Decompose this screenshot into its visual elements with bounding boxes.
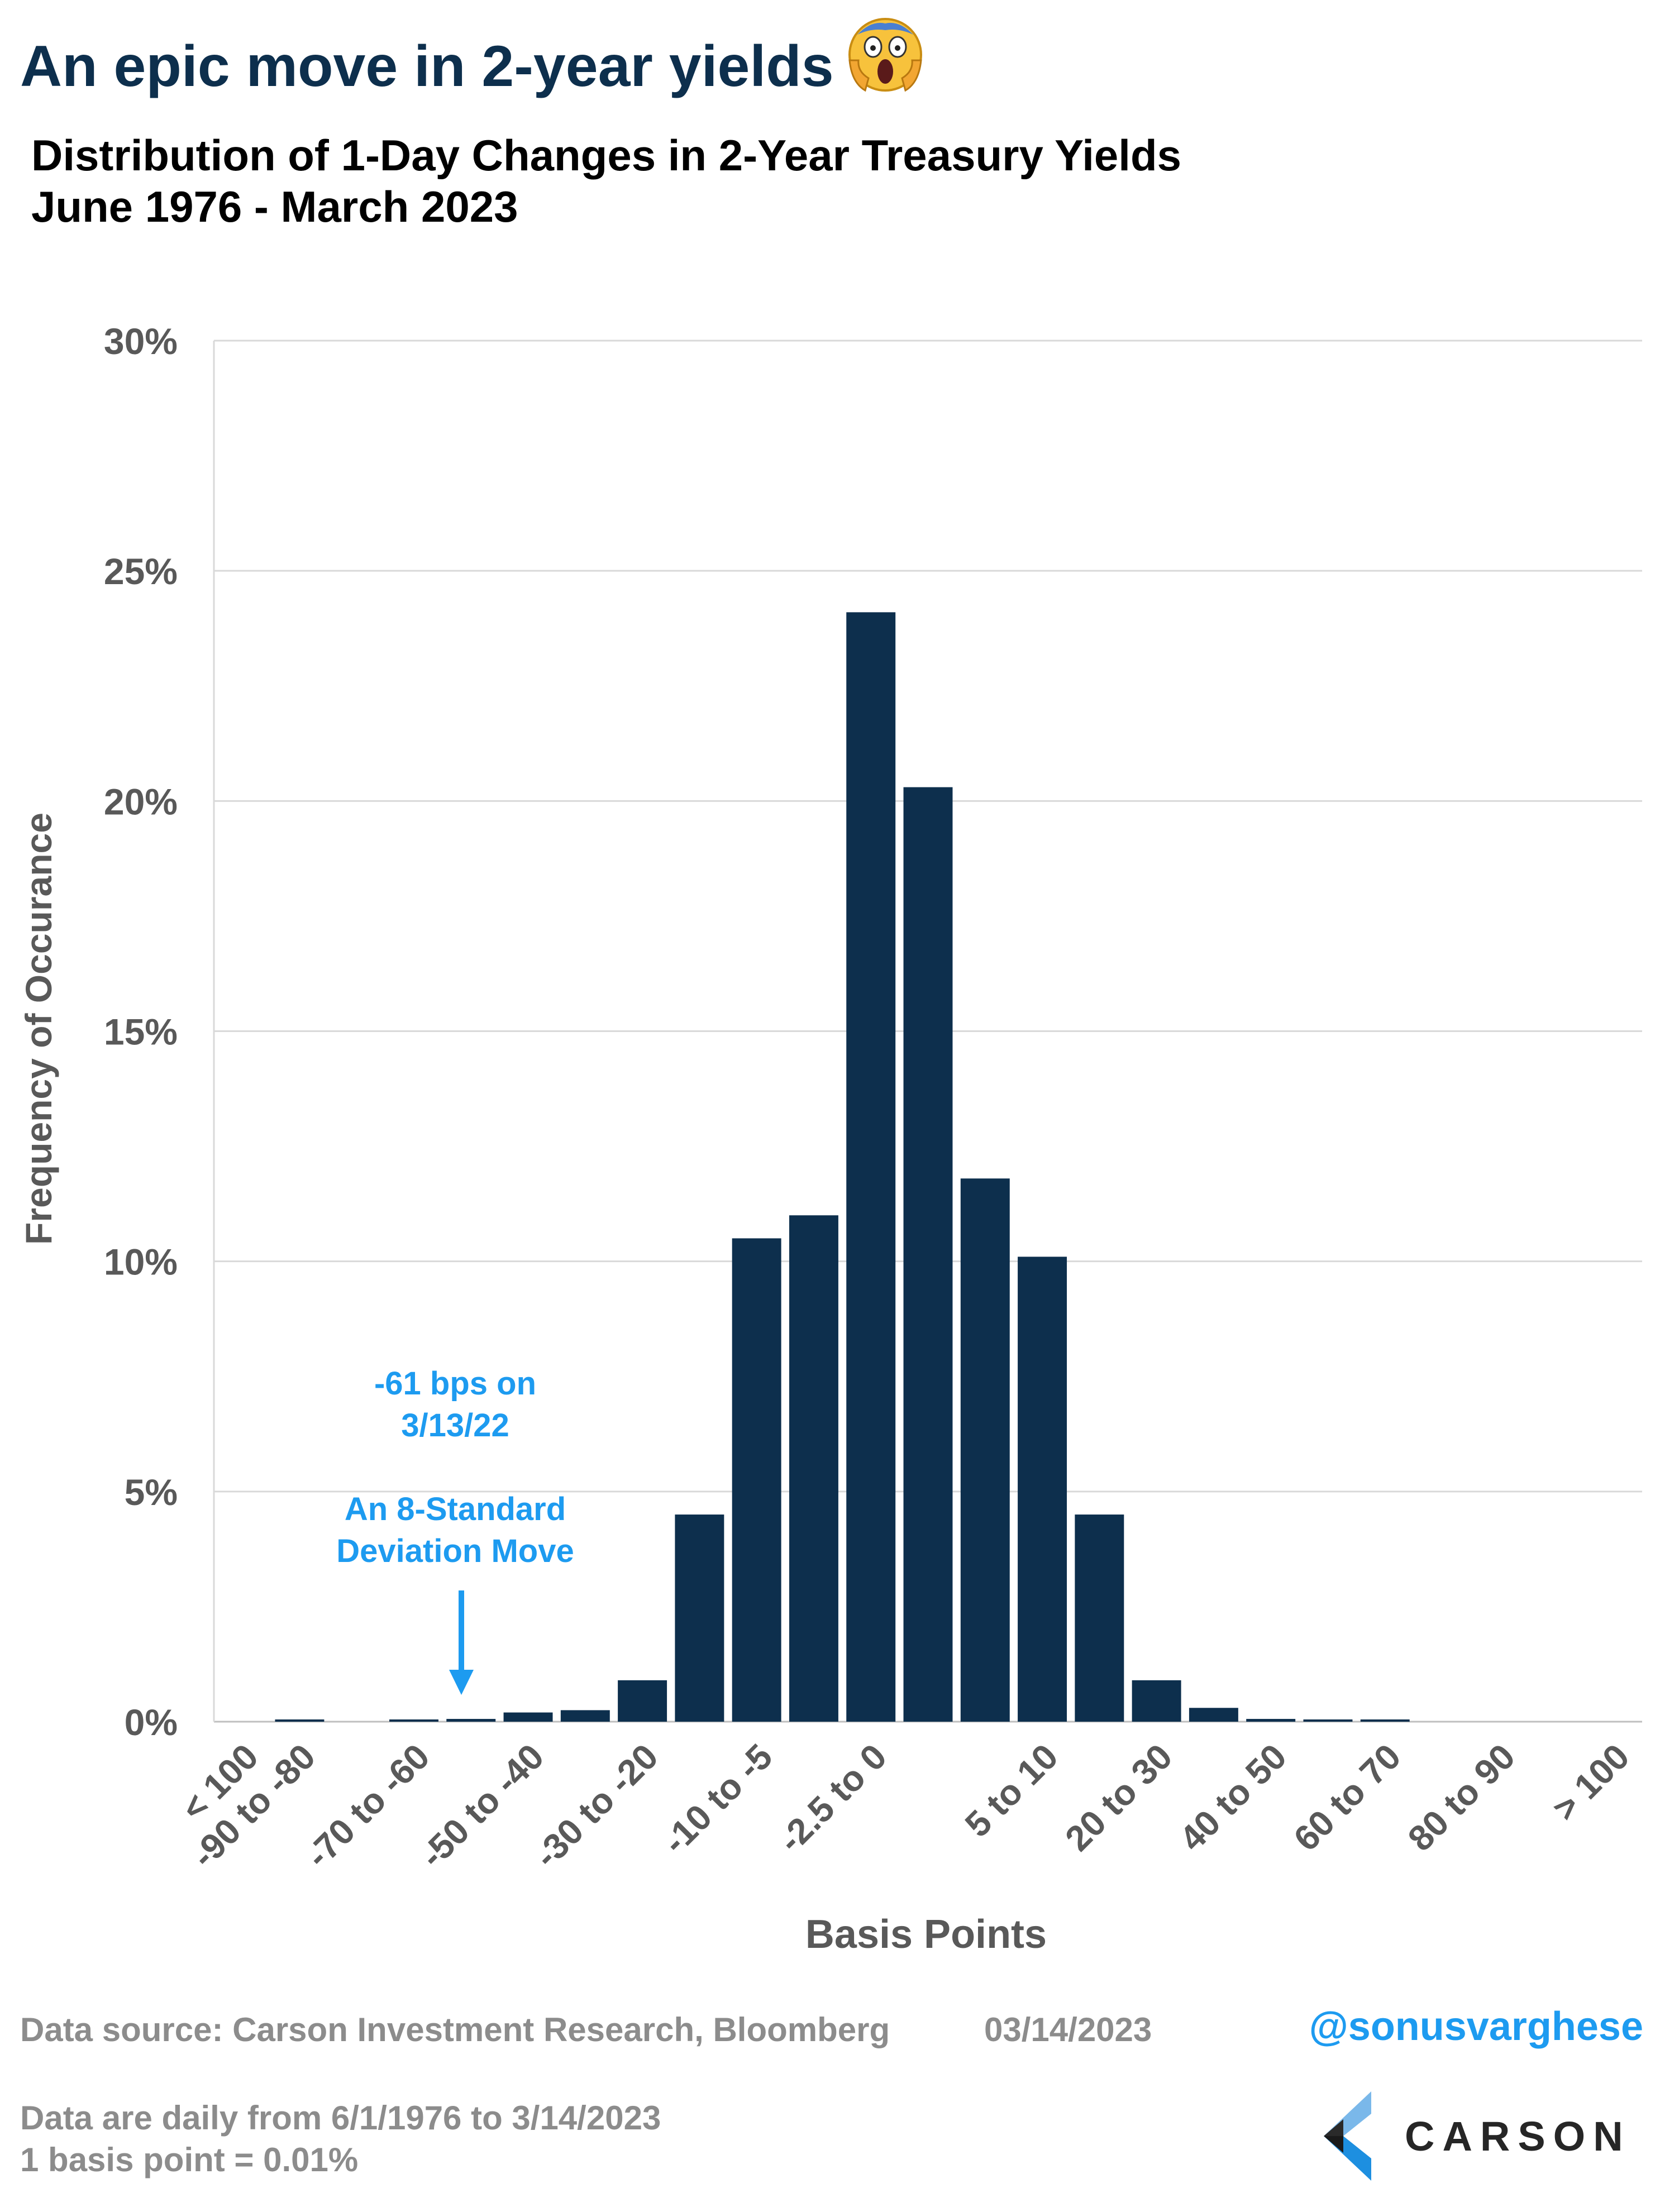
y-axis-ticks: 0% 5% 10% 15% 20% 25% 30% xyxy=(104,321,178,1743)
y-tick-label: 30% xyxy=(104,321,178,362)
x-axis-ticks: < 100-90 to -80-70 to -60-50 to -40-30 t… xyxy=(174,1736,1637,1876)
bar xyxy=(1018,1257,1067,1722)
bar xyxy=(1246,1719,1296,1722)
bar xyxy=(846,612,896,1722)
data-date: 03/14/2023 xyxy=(984,2011,1152,2048)
carson-logo-text: CARSON xyxy=(1405,2113,1631,2160)
x-tick-label: 20 to 30 xyxy=(1057,1736,1180,1859)
annotation-line2: 3/13/22 xyxy=(401,1407,509,1444)
bar xyxy=(1132,1680,1181,1722)
annotation-line3: An 8-Standard xyxy=(345,1491,566,1527)
y-axis-label: Frequency of Occurance xyxy=(18,813,59,1245)
y-tick-label: 15% xyxy=(104,1011,178,1053)
x-tick-label: 80 to 90 xyxy=(1400,1736,1523,1859)
annotation: -61 bps on 3/13/22 An 8-Standard Deviati… xyxy=(336,1365,574,1695)
carson-logo-icon xyxy=(1324,2091,1371,2181)
bar xyxy=(1303,1719,1353,1722)
x-tick-label: > 100 xyxy=(1544,1736,1637,1828)
headline-text: An epic move in 2-year yields xyxy=(20,34,834,99)
y-tick-label: 0% xyxy=(125,1702,178,1743)
x-tick-label: -70 to -60 xyxy=(298,1736,437,1876)
bar xyxy=(1189,1708,1238,1722)
y-tick-label: 20% xyxy=(104,781,178,822)
bars xyxy=(275,612,1410,1722)
bar xyxy=(560,1710,610,1722)
x-tick-label: -30 to -20 xyxy=(526,1736,666,1876)
x-tick-label: -2.5 to 0 xyxy=(770,1736,894,1860)
x-tick-label: -10 to -5 xyxy=(655,1736,780,1861)
annotation-line1: -61 bps on xyxy=(374,1365,536,1402)
bar xyxy=(446,1719,496,1722)
x-tick-label: 5 to 10 xyxy=(957,1736,1066,1845)
bar xyxy=(275,1719,325,1722)
bar xyxy=(503,1712,553,1722)
data-note-range: Data are daily from 6/1/1976 to 3/14/202… xyxy=(20,2099,661,2137)
bar xyxy=(675,1515,724,1722)
x-axis-label: Basis Points xyxy=(805,1912,1047,1957)
chart-subtitle-line1: Distribution of 1-Day Changes in 2-Year … xyxy=(31,131,1181,180)
y-tick-label: 10% xyxy=(104,1241,178,1283)
author-handle: @sonusvarghese xyxy=(1309,2004,1643,2049)
bar xyxy=(903,787,953,1722)
bar xyxy=(960,1178,1010,1722)
chart-subtitle-line2: June 1976 - March 2023 xyxy=(31,182,518,231)
data-note-basis-point: 1 basis point = 0.01% xyxy=(20,2141,359,2178)
y-tick-label: 5% xyxy=(125,1472,178,1513)
bar xyxy=(618,1680,667,1722)
data-source: Data source: Carson Investment Research,… xyxy=(20,2011,890,2048)
bar xyxy=(789,1215,838,1722)
y-tick-label: 25% xyxy=(104,551,178,592)
bar xyxy=(732,1238,781,1722)
arrow-down-icon xyxy=(449,1670,474,1695)
bar xyxy=(1360,1719,1410,1722)
page-title: An epic move in 2-year yields xyxy=(20,16,924,108)
bar xyxy=(1075,1515,1124,1722)
face-screaming-in-fear-icon xyxy=(846,16,924,108)
annotation-line4: Deviation Move xyxy=(336,1533,574,1569)
bar xyxy=(389,1719,438,1722)
x-tick-label: -50 to -40 xyxy=(412,1736,552,1876)
x-tick-label: 60 to 70 xyxy=(1286,1736,1408,1859)
histogram-chart: 0% 5% 10% 15% 20% 25% 30% < 100-90 to -80-70 t… xyxy=(18,321,1642,1957)
x-tick-label: 40 to 50 xyxy=(1172,1736,1294,1859)
